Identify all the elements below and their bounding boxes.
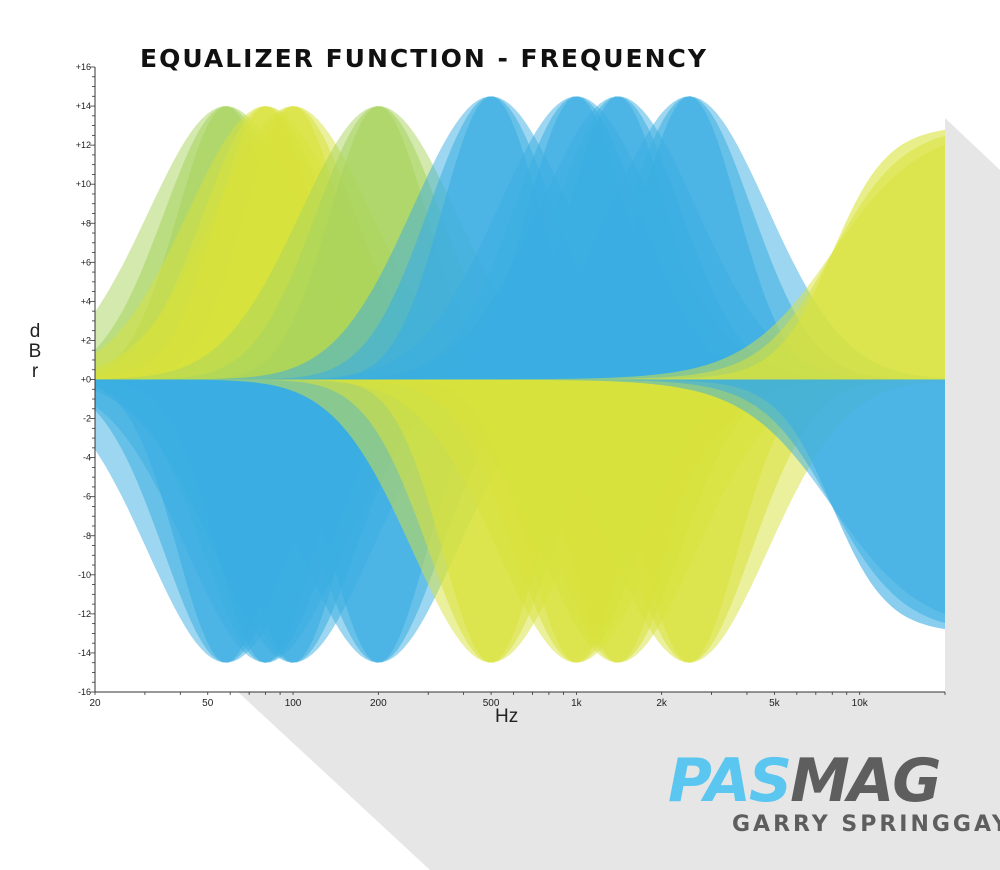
eq-band xyxy=(95,379,945,663)
eq-band-layer xyxy=(95,96,945,380)
shadow-shape xyxy=(238,118,1000,870)
y-tick-label: +16 xyxy=(76,62,91,72)
x-tick-label: 50 xyxy=(202,698,214,709)
eq-band-layer xyxy=(95,379,945,630)
eq-band-layer xyxy=(95,379,945,663)
eq-bands xyxy=(95,96,945,663)
eq-band-layer xyxy=(95,379,945,663)
x-tick-label: 1k xyxy=(571,698,583,709)
eq-band xyxy=(95,106,945,380)
y-tick-label: -16 xyxy=(78,687,91,697)
y-tick-label: +4 xyxy=(81,296,91,306)
eq-band xyxy=(95,379,945,663)
y-tick-label: -14 xyxy=(78,648,91,658)
eq-band xyxy=(95,96,945,380)
x-tick-label: 500 xyxy=(483,698,500,709)
eq-band-layer xyxy=(95,379,945,663)
author-credit: GARRY SPRINGGAY xyxy=(732,812,1000,837)
brand-logo: PASMAG xyxy=(668,746,942,816)
y-tick-label: +2 xyxy=(81,335,91,345)
eq-band-layer xyxy=(95,96,945,380)
eq-band xyxy=(95,379,945,630)
y-tick-label: +0 xyxy=(81,375,91,385)
eq-band-layer xyxy=(95,106,945,380)
brand-logo-part2: MAG xyxy=(790,746,941,816)
y-tick-label: -6 xyxy=(83,492,91,502)
x-tick-label: 20 xyxy=(89,698,101,709)
eq-band-layer xyxy=(95,129,945,380)
y-tick-label: -8 xyxy=(83,531,91,541)
y-axis-label: dBr xyxy=(28,321,42,382)
y-tick-label: +8 xyxy=(81,218,91,228)
chart-shadow xyxy=(238,118,1000,870)
eq-band xyxy=(95,129,945,380)
y-tick-label: +10 xyxy=(76,179,91,189)
y-tick-label: +14 xyxy=(76,101,91,111)
axes: +16 +14 +12 +10 +8 +6 +4 +2 +0 -2 -4 -6 -8 -10 -12 -14 -… xyxy=(76,62,946,709)
chart-title: EQUALIZER FUNCTION - FREQUENCY xyxy=(140,44,708,73)
y-tick-label: -4 xyxy=(83,453,91,463)
x-tick-label: 200 xyxy=(370,698,387,709)
x-tick-label: 2k xyxy=(656,698,668,709)
eq-band xyxy=(95,379,945,663)
eq-band xyxy=(95,96,945,380)
x-axis-label: Hz xyxy=(495,706,519,727)
y-tick-label: +6 xyxy=(81,257,91,267)
y-tick-label: -2 xyxy=(83,414,91,424)
eq-band-layer xyxy=(95,96,945,380)
y-tick-label: +12 xyxy=(76,140,91,150)
y-tick-label: -12 xyxy=(78,609,91,619)
eq-band-layer xyxy=(95,379,945,663)
brand-logo-part1: PAS xyxy=(668,746,792,816)
x-tick-label: 100 xyxy=(285,698,302,709)
x-tick-label: 10k xyxy=(852,698,869,709)
y-tick-label: -10 xyxy=(78,570,91,580)
x-tick-label: 5k xyxy=(769,698,781,709)
